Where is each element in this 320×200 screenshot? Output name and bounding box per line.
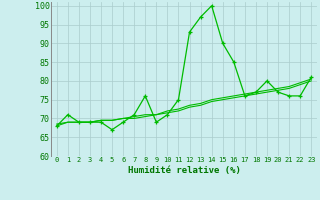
X-axis label: Humidité relative (%): Humidité relative (%) — [128, 166, 240, 175]
